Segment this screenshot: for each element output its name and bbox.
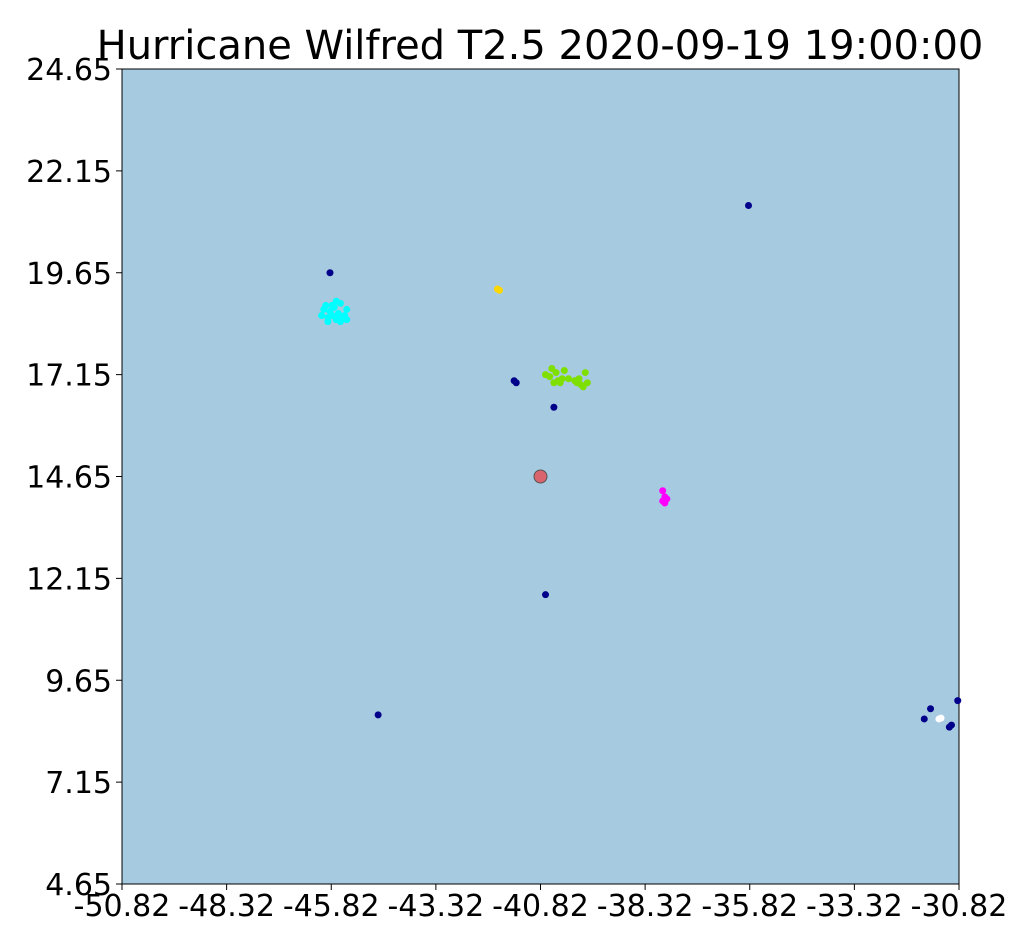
y-tick-label: 17.15 bbox=[26, 359, 112, 394]
y-axis: 4.65 7.15 9.65 12.15 14.65 17.15 19.65 22.15 24.… bbox=[26, 53, 122, 903]
x-tick-label: -35.82 bbox=[701, 889, 798, 924]
data-point bbox=[581, 369, 589, 377]
x-axis: -50.82 -48.32 -45.82 -43.32 -40.82 -38.32 -35.… bbox=[74, 884, 1008, 924]
data-point bbox=[560, 367, 568, 375]
x-tick-label: -38.32 bbox=[597, 889, 694, 924]
data-point bbox=[565, 375, 573, 383]
data-point bbox=[927, 705, 935, 713]
data-point bbox=[550, 403, 558, 411]
data-point bbox=[556, 379, 564, 387]
y-tick-label: 4.65 bbox=[45, 868, 112, 903]
data-point bbox=[330, 303, 338, 311]
data-point bbox=[322, 301, 330, 309]
data-point bbox=[328, 312, 336, 320]
x-tick-label: -48.32 bbox=[178, 889, 275, 924]
data-point bbox=[343, 316, 351, 324]
data-point bbox=[663, 495, 671, 503]
data-point bbox=[954, 697, 962, 705]
data-point bbox=[744, 202, 752, 210]
data-point bbox=[332, 297, 340, 305]
y-tick-label: 12.15 bbox=[26, 562, 112, 597]
x-tick-label: -43.32 bbox=[388, 889, 485, 924]
x-tick-label: -33.32 bbox=[806, 889, 903, 924]
data-point bbox=[920, 715, 928, 723]
chart-title: Hurricane Wilfred T2.5 2020-09-19 19:00:… bbox=[97, 23, 984, 69]
y-tick-label: 22.15 bbox=[26, 155, 112, 190]
x-tick-label: -40.82 bbox=[492, 889, 589, 924]
y-tick-label: 7.15 bbox=[45, 766, 112, 801]
data-point bbox=[937, 714, 945, 722]
data-point bbox=[542, 591, 550, 599]
data-point bbox=[542, 371, 550, 379]
data-point bbox=[326, 269, 334, 277]
y-tick-label: 19.65 bbox=[26, 257, 112, 292]
data-point bbox=[374, 711, 382, 719]
data-point bbox=[343, 305, 351, 313]
x-tick-label: -50.82 bbox=[74, 889, 171, 924]
data-point bbox=[571, 377, 579, 385]
data-point bbox=[548, 365, 556, 373]
data-point bbox=[318, 312, 326, 320]
data-point bbox=[512, 379, 520, 387]
data-point bbox=[579, 383, 587, 391]
y-tick-label: 9.65 bbox=[45, 664, 112, 699]
data-point bbox=[659, 487, 667, 495]
data-point bbox=[495, 286, 503, 294]
y-tick-label: 24.65 bbox=[26, 53, 112, 88]
x-tick-label: -30.82 bbox=[911, 889, 1008, 924]
y-tick-label: 14.65 bbox=[26, 461, 112, 496]
x-tick-label: -45.82 bbox=[283, 889, 380, 924]
data-point bbox=[945, 723, 953, 731]
storm-center-marker bbox=[533, 469, 548, 484]
data-point bbox=[324, 318, 332, 326]
scatter-points bbox=[318, 202, 962, 731]
